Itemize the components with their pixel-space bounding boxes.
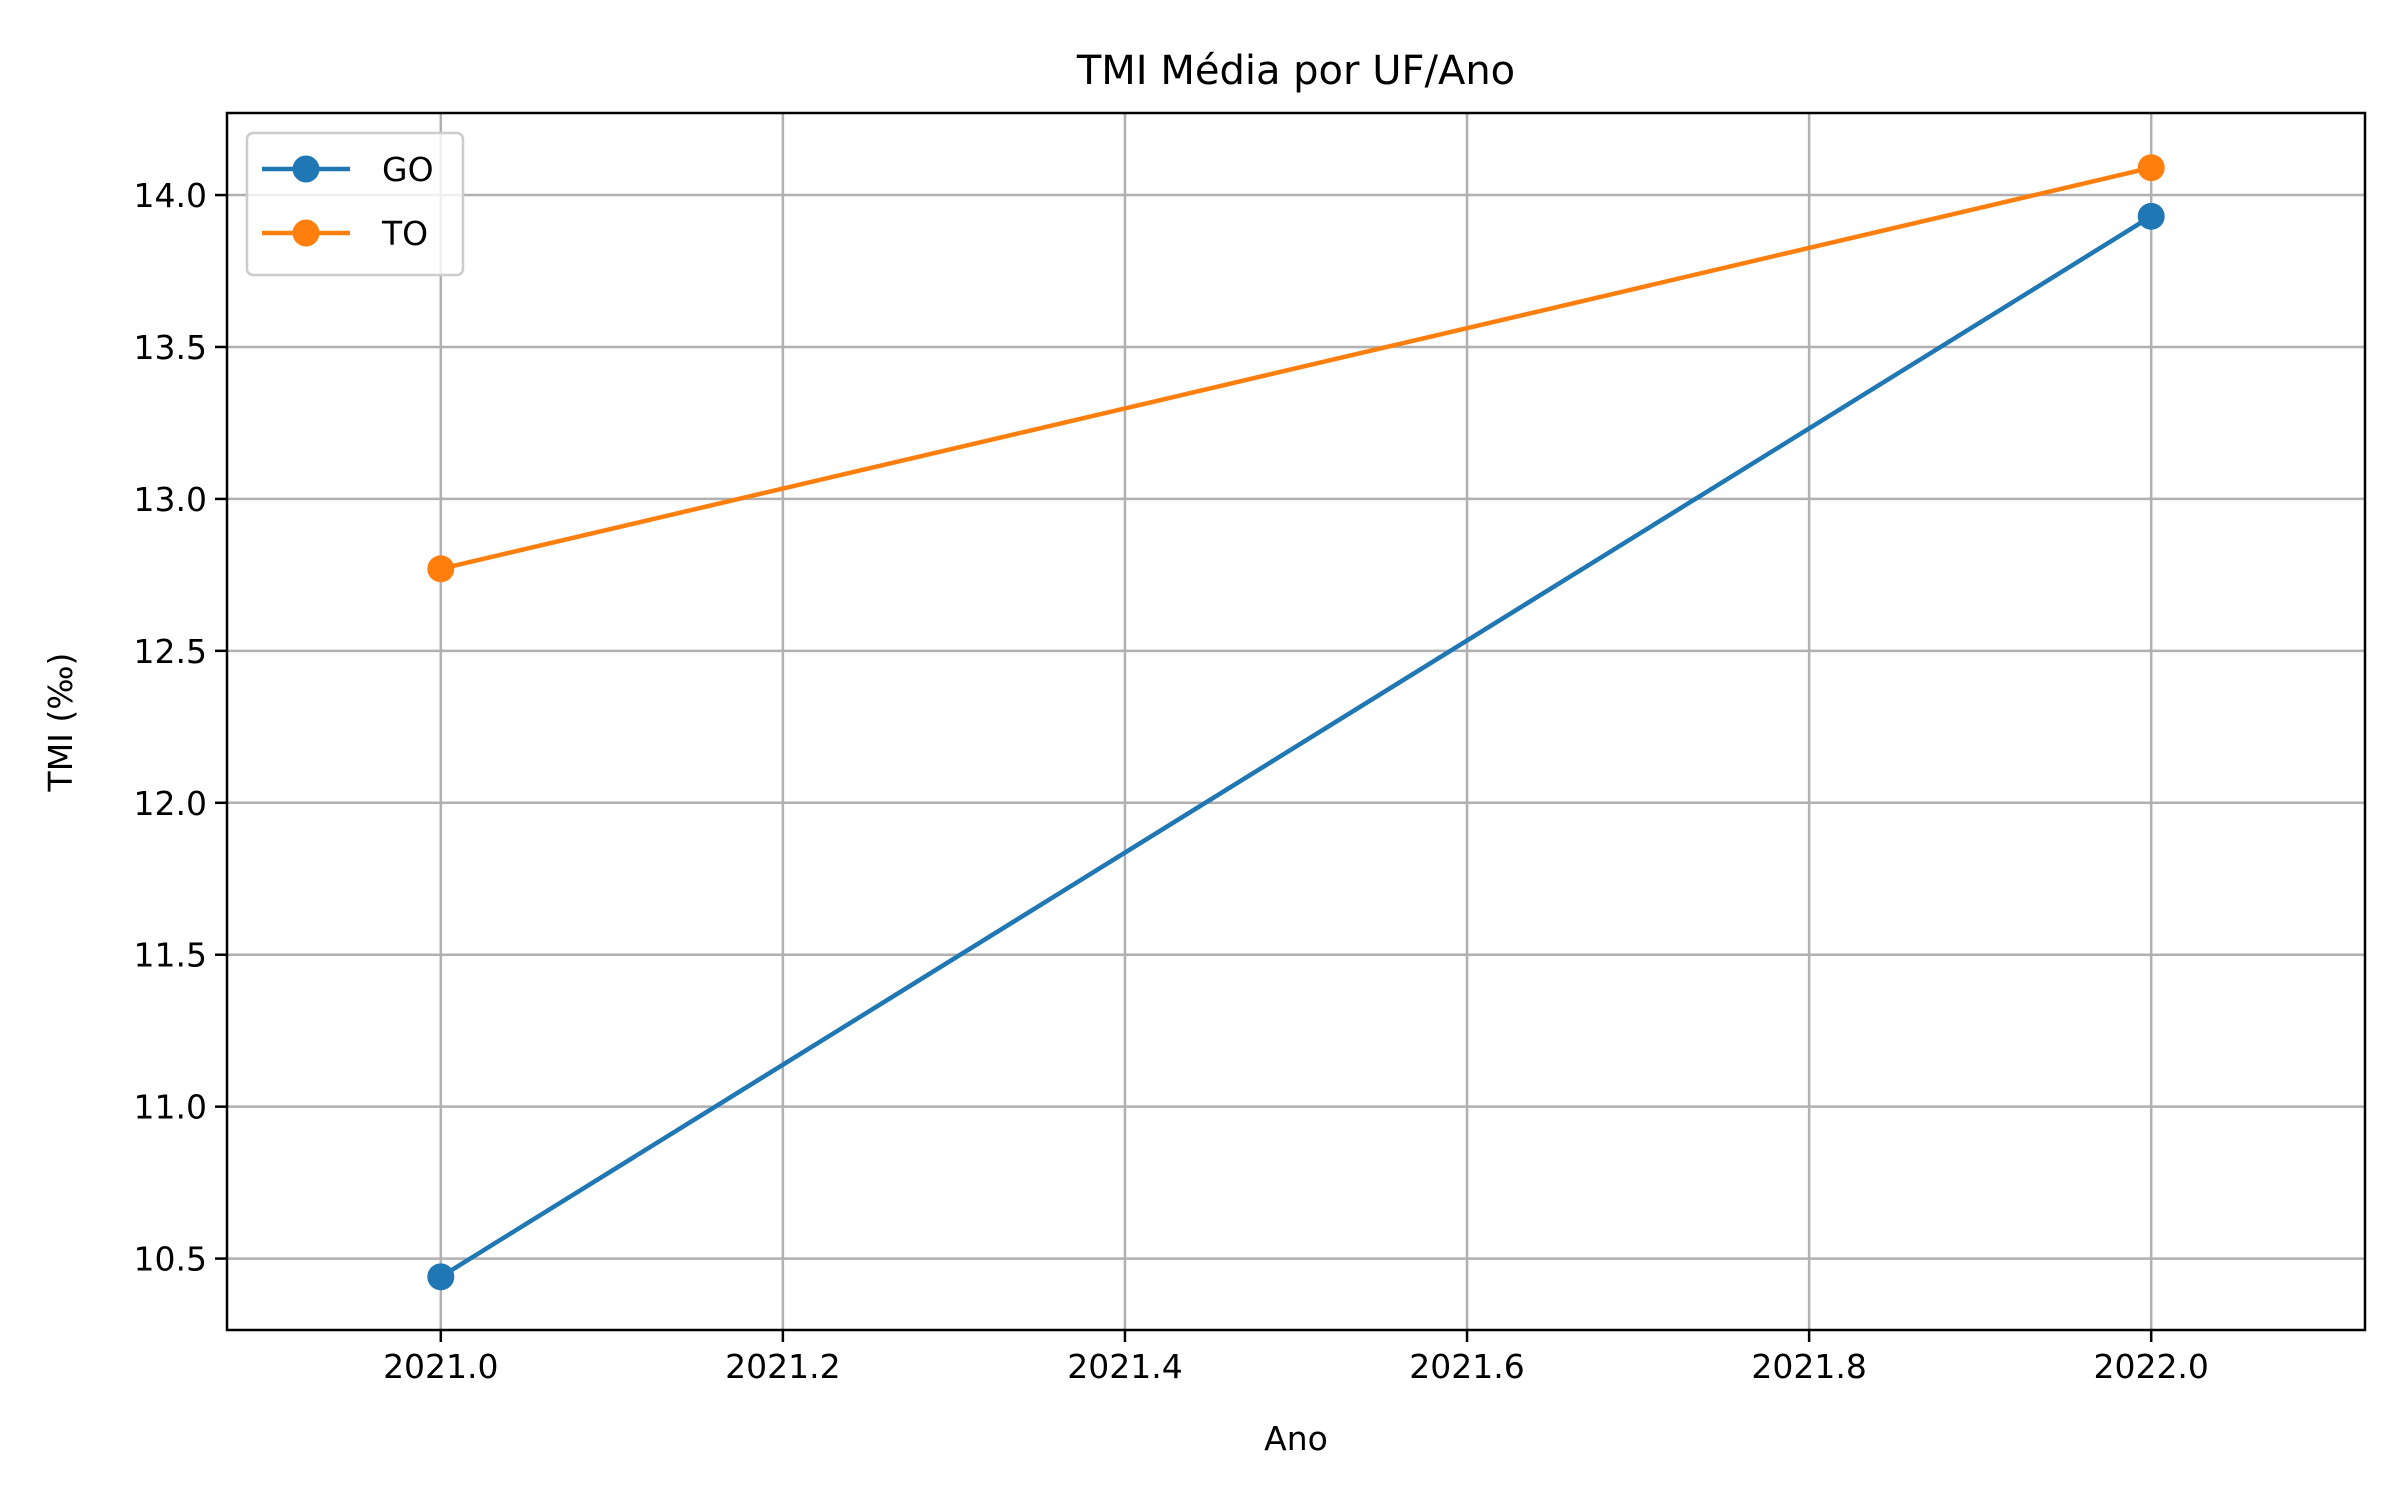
y-tick-label: 13.0 <box>134 480 207 519</box>
series-line-go <box>439 214 2153 1279</box>
x-tick-label: 2021.8 <box>1751 1347 1866 1386</box>
y-axis-label: TMI (‰) <box>41 653 80 793</box>
series-layer <box>427 154 2165 1291</box>
x-axis-label: Ano <box>1264 1419 1328 1458</box>
legend-label-go: GO <box>382 150 434 189</box>
x-tick-label: 2021.2 <box>725 1347 840 1386</box>
data-point-to <box>427 555 455 583</box>
legend: GO TO <box>245 131 465 277</box>
series-to <box>427 154 2165 583</box>
ticks: 2021.0 2021.2 2021.4 2021.6 2021.8 2022.0 10.5… <box>134 176 2209 1386</box>
legend-label-to: TO <box>381 214 428 253</box>
legend-item-go: GO <box>262 150 434 189</box>
y-tick-label: 12.5 <box>134 632 207 671</box>
series-go <box>427 202 2165 1291</box>
legend-marker-to <box>292 219 320 247</box>
x-tick-label: 2021.4 <box>1067 1347 1182 1386</box>
x-tick-label: 2022.0 <box>2093 1347 2208 1386</box>
x-tick-label: 2021.0 <box>383 1347 498 1386</box>
legend-marker-go <box>292 155 320 183</box>
data-point-go <box>427 1263 455 1291</box>
data-point-go <box>2137 202 2165 230</box>
chart-title: TMI Média por UF/Ano <box>1076 48 1515 94</box>
series-line-to <box>440 165 2152 571</box>
legend-item-to: TO <box>262 214 428 253</box>
y-tick-label: 11.5 <box>134 936 207 975</box>
plot-frame <box>225 111 2367 1332</box>
grid <box>227 113 2365 1330</box>
y-tick-label: 10.5 <box>134 1240 207 1279</box>
y-tick-label: 11.0 <box>134 1088 207 1127</box>
y-tick-label: 12.0 <box>134 784 207 823</box>
x-tick-label: 2021.6 <box>1409 1347 1524 1386</box>
y-tick-label: 14.0 <box>134 176 207 215</box>
y-tick-label: 13.5 <box>134 328 207 367</box>
data-point-to <box>2137 154 2165 182</box>
